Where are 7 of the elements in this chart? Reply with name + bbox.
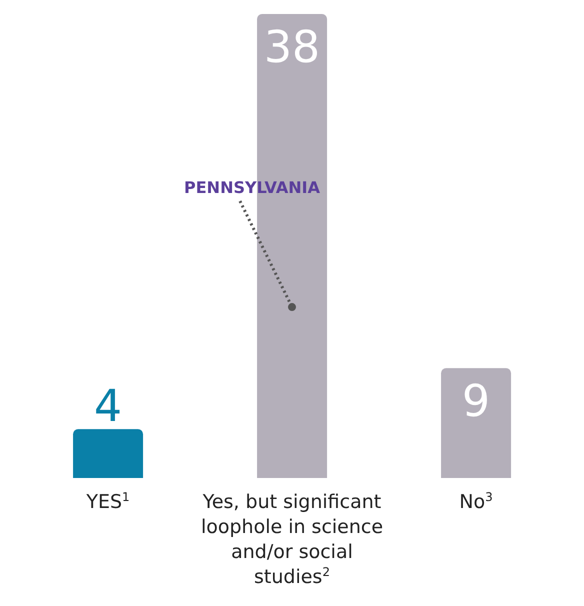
x-tick-label: YES$^{1}$	[85, 490, 130, 513]
annotation: PENNSYLVANIA	[184, 178, 321, 198]
data-label: 38	[264, 22, 320, 73]
x-tick-label: Yes, but significant loophole in science and/or social studies$^{2}$	[200, 491, 384, 588]
data-label: 4	[94, 381, 122, 432]
x-tick-label: No$^{3}$	[459, 490, 493, 513]
data-label: 9	[462, 376, 490, 428]
